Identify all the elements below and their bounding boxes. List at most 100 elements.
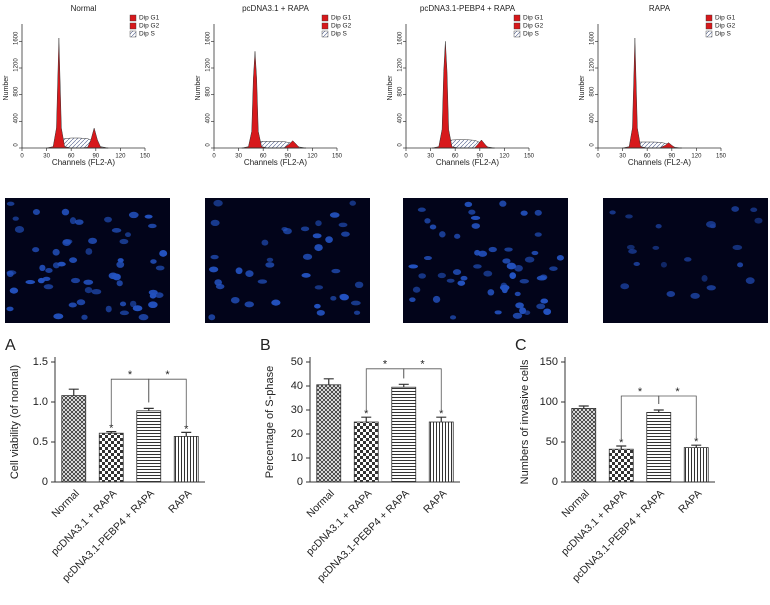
- nucleus: [302, 253, 313, 260]
- x-tick-label: 90: [476, 154, 483, 160]
- nucleus: [408, 264, 419, 269]
- nucleus: [331, 268, 341, 274]
- nucleus: [701, 274, 708, 282]
- nucleus: [329, 212, 340, 218]
- significance-star: *: [439, 408, 444, 420]
- legend-label: Dip S: [139, 31, 156, 38]
- nucleus: [556, 255, 564, 261]
- nucleus: [245, 270, 254, 278]
- y-tick-label: 400: [14, 113, 20, 124]
- error-bar: [106, 431, 117, 434]
- error-bar: [653, 409, 664, 413]
- nucleus: [144, 214, 153, 219]
- nucleus: [709, 224, 716, 229]
- bracket-label: *: [383, 359, 388, 371]
- y-tick-label: 0.5: [33, 436, 48, 448]
- nucleus: [70, 277, 81, 284]
- nucleus: [745, 277, 755, 285]
- nucleus: [12, 216, 19, 221]
- nucleus: [314, 285, 324, 290]
- nucleus: [424, 218, 431, 224]
- nucleus: [341, 231, 350, 237]
- legend-label: Dip G2: [715, 23, 736, 30]
- nucleus: [88, 237, 98, 245]
- nucleus: [519, 279, 530, 284]
- bar: [136, 410, 162, 483]
- x-tick-label: pcDNA3.1 + RAPA: [304, 488, 374, 558]
- significance-bracket: [658, 395, 697, 440]
- y-tick-label: 30: [291, 404, 303, 416]
- panel-label: C: [515, 337, 527, 354]
- x-tick-label: 150: [140, 154, 151, 160]
- micrograph: [5, 198, 170, 323]
- nucleus: [534, 209, 542, 216]
- legend-swatch: [129, 14, 137, 22]
- legend-label: Dip G2: [139, 23, 160, 30]
- nucleus: [32, 209, 40, 215]
- nucleus: [83, 279, 94, 285]
- y-axis-label: Numbers of invasive cells: [519, 359, 531, 484]
- nucleus: [520, 210, 528, 216]
- error-bar: [143, 407, 154, 411]
- nucleus: [116, 261, 125, 268]
- nucleus: [409, 297, 416, 303]
- nucleus: [116, 280, 123, 287]
- nucleus: [666, 291, 676, 298]
- y-tick-label: 1600: [590, 31, 596, 45]
- nucleus: [330, 295, 337, 301]
- nucleus: [452, 269, 462, 275]
- nucleus: [446, 278, 455, 283]
- y-tick-label: 800: [590, 86, 596, 97]
- error-bar: [691, 444, 702, 448]
- nucleus: [429, 224, 437, 230]
- y-tick-label: 1200: [398, 58, 404, 72]
- nucleus: [150, 259, 157, 264]
- nucleus: [315, 220, 322, 227]
- y-tick-label: 800: [206, 86, 212, 97]
- nucleus: [74, 219, 84, 225]
- x-axis-label: Channels (FL2-A): [244, 158, 307, 167]
- x-tick-label: RAPA: [421, 488, 449, 516]
- y-tick-label: 400: [206, 113, 212, 124]
- nucleus: [257, 279, 268, 284]
- nucleus: [266, 257, 274, 262]
- nucleus: [473, 264, 482, 269]
- x-tick-label: 120: [691, 154, 702, 160]
- nucleus: [43, 284, 54, 290]
- x-tick-label: Normal: [304, 488, 336, 520]
- nucleus: [230, 296, 240, 304]
- significance-star: *: [619, 437, 624, 449]
- nucleus: [69, 257, 78, 264]
- nucleus: [128, 211, 139, 219]
- nucleus: [626, 244, 635, 250]
- legend-swatch: [321, 14, 329, 22]
- nucleus: [105, 305, 112, 313]
- nucleus: [81, 314, 88, 320]
- legend-label: Dip G2: [523, 23, 544, 30]
- nucleus: [499, 200, 507, 207]
- nucleus: [9, 287, 19, 294]
- nucleus: [514, 264, 523, 272]
- y-axis-label: Percentage of S-phase: [264, 366, 276, 479]
- nucleus: [502, 258, 511, 264]
- bar: [646, 411, 672, 483]
- nucleus: [652, 245, 660, 250]
- axes: [405, 24, 529, 149]
- nucleus: [349, 200, 357, 206]
- nucleus: [76, 299, 86, 306]
- nucleus: [437, 272, 446, 279]
- nucleus: [536, 275, 547, 281]
- nucleus: [208, 314, 216, 321]
- bracket-label: *: [128, 369, 133, 381]
- nucleus: [338, 222, 348, 228]
- nucleus: [271, 299, 281, 306]
- bar: [683, 447, 709, 483]
- nucleus: [325, 236, 333, 243]
- x-axis-label: Channels (FL2-A): [52, 158, 115, 167]
- error-bar: [578, 405, 589, 409]
- nucleus: [514, 291, 521, 297]
- legend-swatch: [129, 22, 137, 30]
- nucleus: [316, 309, 325, 316]
- y-tick-label: 100: [540, 396, 558, 408]
